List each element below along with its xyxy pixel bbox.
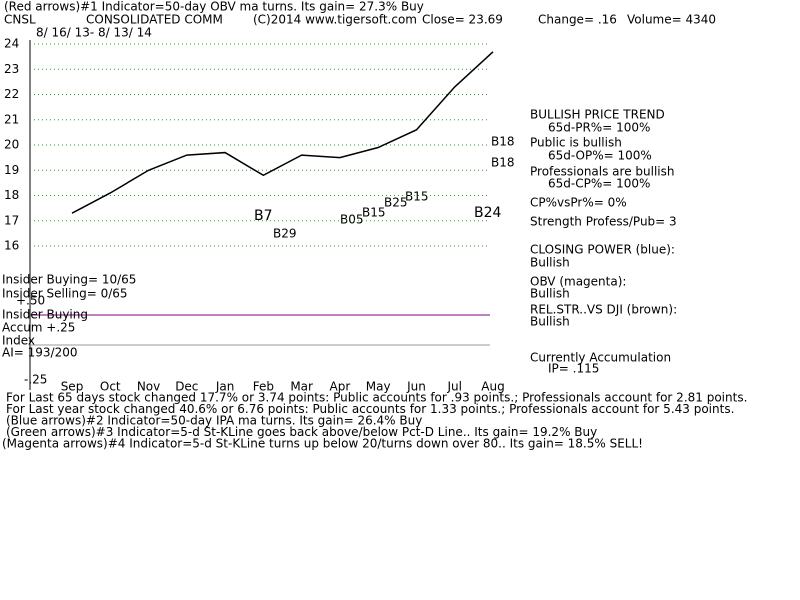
- x-tick-label: Dec: [175, 380, 198, 394]
- company: CONSOLIDATED COMM: [86, 13, 223, 27]
- annotation: B15: [405, 190, 429, 204]
- y-tick-label: 20: [4, 138, 19, 152]
- left-label: Insider Selling= 0/65: [2, 287, 128, 301]
- volume: Volume= 4340: [627, 13, 716, 27]
- x-tick-label: Aug: [481, 380, 504, 394]
- panel-text: Currently Accumulation: [530, 351, 671, 365]
- date-range: 8/ 16/ 13- 8/ 13/ 14: [36, 26, 152, 40]
- y-tick-label: 16: [4, 239, 19, 253]
- y-tick-label: 18: [4, 188, 19, 202]
- y-tick-label: 23: [4, 62, 19, 76]
- left-label: +.50: [16, 294, 45, 308]
- y-tick-label: 22: [4, 87, 19, 101]
- left-label: Accum +.25: [2, 321, 75, 335]
- panel-text: 65d-PR%= 100%: [548, 121, 650, 135]
- footer-line: For Last year stock changed 40.6% or 6.7…: [6, 402, 734, 416]
- y-tick-label: 21: [4, 112, 19, 126]
- panel-text: CLOSING POWER (blue):: [530, 243, 675, 257]
- panel-text: Professionals are bullish: [530, 165, 675, 179]
- x-tick-label: Feb: [253, 380, 274, 394]
- annotation: B25: [384, 196, 408, 210]
- panel-text: Strength Profess/Pub= 3: [530, 215, 677, 229]
- x-tick-label: Apr: [330, 380, 351, 394]
- x-tick-label: Sep: [61, 380, 84, 394]
- panel-text: 65d-OP%= 100%: [548, 149, 652, 163]
- panel-text: 65d-CP%= 100%: [548, 177, 650, 191]
- footer-line: (Green arrows)#3 Indicator=5-d St-KLine …: [6, 425, 597, 439]
- y-tick-label: 24: [4, 37, 19, 51]
- footer-line: For Last 65 days stock changed 17.7% or …: [6, 391, 747, 405]
- x-tick-label: May: [366, 380, 391, 394]
- panel-text: Bullish: [530, 315, 570, 329]
- x-tick-label: Nov: [137, 380, 160, 394]
- annotation: B05: [340, 213, 364, 227]
- annotation: B18: [491, 135, 515, 149]
- x-tick-label: Jun: [406, 380, 426, 394]
- annotation: B24: [474, 205, 502, 221]
- panel-text: Bullish: [530, 256, 570, 270]
- panel-text: Bullish: [530, 287, 570, 301]
- change: Change= .16: [538, 13, 617, 27]
- x-tick-label: Oct: [100, 380, 121, 394]
- left-label: Index: [2, 334, 35, 348]
- footer-line: (Magenta arrows)#4 Indicator=5-d St-KLin…: [2, 437, 643, 451]
- panel-text: BULLISH PRICE TREND: [530, 108, 665, 122]
- price-line: [71, 51, 494, 214]
- left-label: AI= 193/200: [2, 346, 77, 360]
- annotation: B7: [254, 208, 273, 224]
- annotation: B15: [362, 206, 386, 220]
- y-tick-label: 19: [4, 163, 19, 177]
- panel-text: IP= .115: [548, 362, 599, 376]
- copyright: (C)2014 www.tigersoft.com: [253, 13, 417, 27]
- panel-text: CP%vsPr%= 0%: [530, 196, 627, 210]
- x-tick-label: Jul: [446, 380, 461, 394]
- x-tick-label: Mar: [290, 380, 313, 394]
- panel-text: OBV (magenta):: [530, 275, 626, 289]
- close: Close= 23.69: [422, 13, 503, 27]
- ticker: CNSL: [4, 13, 36, 27]
- annotation: B29: [273, 227, 297, 241]
- left-label: Insider Buying= 10/65: [2, 273, 136, 287]
- annotation: B18: [491, 156, 515, 170]
- footer-line: (Blue arrows)#2 Indicator=50-day IPA ma …: [6, 414, 422, 428]
- chart-title: (Red arrows)#1 Indicator=50-day OBV ma t…: [4, 0, 424, 14]
- x-tick-label: Jan: [215, 380, 235, 394]
- y-tick-label: 17: [4, 213, 19, 227]
- footer: For Last 65 days stock changed 17.7% or …: [2, 391, 747, 451]
- panel-text: REL.STR..VS DJI (brown):: [530, 303, 677, 317]
- left-label: -.25: [24, 373, 47, 387]
- left-label: Insider Buying: [2, 308, 88, 322]
- panel-text: Public is bullish: [530, 136, 622, 150]
